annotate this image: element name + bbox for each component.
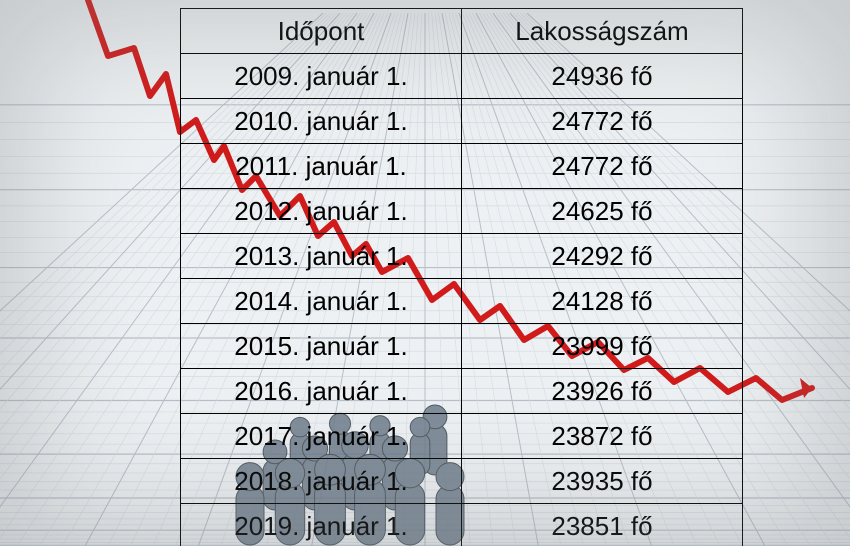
- table-row: 2009. január 1.24936 fő: [181, 54, 743, 99]
- cell-population: 24772 fő: [462, 144, 743, 189]
- cell-date: 2014. január 1.: [181, 279, 462, 324]
- cell-population: 23935 fő: [462, 459, 743, 504]
- cell-date: 2018. január 1.: [181, 459, 462, 504]
- cell-date: 2017. január 1.: [181, 414, 462, 459]
- table-row: 2014. január 1.24128 fő: [181, 279, 743, 324]
- cell-population: 24936 fő: [462, 54, 743, 99]
- cell-population: 23872 fő: [462, 414, 743, 459]
- table-row: 2011. január 1.24772 fő: [181, 144, 743, 189]
- table-row: 2015. január 1.23999 fő: [181, 324, 743, 369]
- table-body: 2009. január 1.24936 fő2010. január 1.24…: [181, 54, 743, 546]
- figure-root: Időpont Lakosságszám 2009. január 1.2493…: [0, 0, 850, 546]
- table-row: 2017. január 1.23872 fő: [181, 414, 743, 459]
- cell-date: 2012. január 1.: [181, 189, 462, 234]
- cell-population: 24128 fő: [462, 279, 743, 324]
- header-population: Lakosságszám: [462, 9, 743, 54]
- table-header-row: Időpont Lakosságszám: [181, 9, 743, 54]
- cell-population: 24292 fő: [462, 234, 743, 279]
- cell-date: 2009. január 1.: [181, 54, 462, 99]
- table-row: 2013. január 1.24292 fő: [181, 234, 743, 279]
- cell-population: 24625 fő: [462, 189, 743, 234]
- cell-date: 2011. január 1.: [181, 144, 462, 189]
- cell-date: 2015. január 1.: [181, 324, 462, 369]
- table-row: 2016. január 1.23926 fő: [181, 369, 743, 414]
- table-row: 2012. január 1.24625 fő: [181, 189, 743, 234]
- table-row: 2018. január 1.23935 fő: [181, 459, 743, 504]
- cell-population: 24772 fő: [462, 99, 743, 144]
- population-table: Időpont Lakosságszám 2009. január 1.2493…: [180, 8, 743, 546]
- cell-date: 2016. január 1.: [181, 369, 462, 414]
- cell-date: 2010. január 1.: [181, 99, 462, 144]
- cell-date: 2013. január 1.: [181, 234, 462, 279]
- cell-date: 2019. január 1.: [181, 504, 462, 546]
- cell-population: 23926 fő: [462, 369, 743, 414]
- table-row: 2019. január 1.23851 fő: [181, 504, 743, 546]
- cell-population: 23851 fő: [462, 504, 743, 546]
- table-row: 2010. január 1.24772 fő: [181, 99, 743, 144]
- cell-population: 23999 fő: [462, 324, 743, 369]
- header-date: Időpont: [181, 9, 462, 54]
